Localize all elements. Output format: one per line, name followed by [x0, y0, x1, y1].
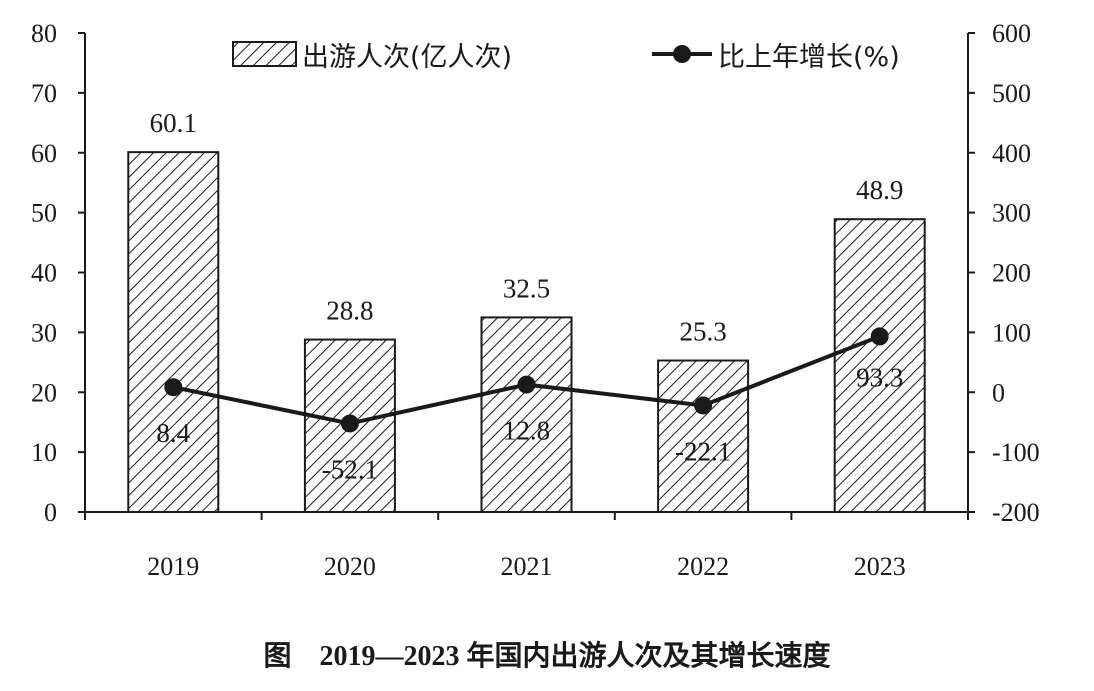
bar-value-label: 28.8 [326, 296, 373, 326]
growth-value-label: -22.1 [675, 436, 731, 466]
x-tick-label: 2023 [854, 552, 906, 581]
left-tick-label: 70 [31, 79, 57, 108]
right-tick-label: 600 [992, 19, 1031, 48]
bar-value-label: 25.3 [679, 317, 726, 347]
x-tick-label: 2020 [324, 552, 376, 581]
right-tick-label: -200 [992, 498, 1040, 527]
left-tick-label: 10 [31, 438, 57, 467]
left-tick-label: 20 [31, 378, 57, 407]
left-tick-label: 40 [31, 259, 57, 288]
legend: 出游人次(亿人次) 比上年增长(%) [232, 41, 900, 73]
growth-value-label: 12.8 [503, 416, 550, 446]
bar [480, 316, 573, 513]
growth-point [694, 396, 713, 415]
right-tick-label: 500 [992, 79, 1031, 108]
left-tick-label: 30 [31, 318, 57, 347]
right-tick-label: 300 [992, 199, 1031, 228]
left-tick-label: 50 [31, 199, 57, 228]
right-tick-label: -100 [992, 438, 1040, 467]
right-tick-label: 100 [992, 318, 1031, 347]
data-labels: 60.1 28.8 32.5 25.3 48.9 8.4 -52.1 12.8 -22.1 93.… [150, 108, 904, 484]
bar [657, 359, 750, 513]
right-tick-label: 400 [992, 139, 1031, 168]
right-tick-label: 200 [992, 259, 1031, 288]
legend-line-label: 比上年增长(%) [718, 42, 900, 73]
bar [833, 218, 926, 513]
legend-line-marker [673, 45, 691, 63]
left-tick-label: 80 [31, 19, 57, 48]
x-tick-label: 2021 [501, 552, 553, 581]
bars [127, 151, 926, 513]
bar-value-label: 48.9 [856, 175, 903, 205]
legend-bar-swatch [232, 41, 297, 67]
growth-value-label: -52.1 [322, 454, 378, 484]
x-tick-label: 2022 [677, 552, 729, 581]
growth-point [870, 327, 889, 346]
bar-value-label: 32.5 [503, 273, 550, 303]
left-tick-label: 0 [44, 498, 57, 527]
growth-value-label: 93.3 [856, 362, 903, 392]
left-tick-label: 60 [31, 139, 57, 168]
axes: 0 10 20 30 40 50 60 70 80 -200 -100 0 100 200 300 400 50… [31, 19, 1040, 581]
growth-point [340, 414, 359, 433]
right-tick-label: 0 [992, 378, 1005, 407]
growth-point [164, 378, 183, 397]
bar-value-label: 60.1 [150, 108, 197, 138]
growth-value-label: 8.4 [156, 418, 190, 448]
bar [127, 151, 220, 513]
x-tick-label: 2019 [147, 552, 199, 581]
growth-point [517, 375, 536, 394]
legend-bar-label: 出游人次(亿人次) [302, 42, 512, 73]
chart-title: 图 2019—2023 年国内出游人次及其增长速度 [263, 639, 830, 672]
growth-line [164, 327, 889, 433]
